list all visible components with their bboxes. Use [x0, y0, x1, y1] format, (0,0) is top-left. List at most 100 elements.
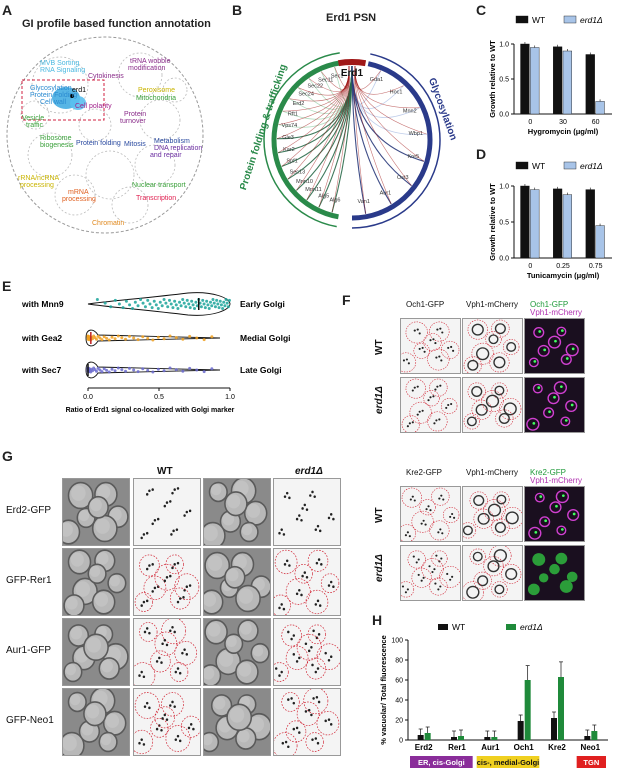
micrograph-cells — [140, 487, 192, 540]
micrograph-cells — [463, 319, 520, 373]
merge-header-gfp: Kre2-GFP — [530, 468, 567, 477]
panel-f-letter: F — [342, 292, 351, 308]
data-point — [150, 306, 154, 310]
cell-highlight — [238, 588, 254, 604]
cell-outline — [165, 725, 191, 752]
gfp-signal — [561, 494, 565, 498]
puncta — [298, 588, 301, 592]
bar — [551, 718, 557, 740]
data-point — [100, 370, 104, 374]
data-point — [156, 367, 160, 371]
puncta — [445, 406, 448, 409]
mcherry-image — [462, 318, 523, 374]
puncta — [300, 593, 303, 597]
cell-outline — [489, 352, 510, 373]
data-point — [102, 335, 106, 339]
cell-outline — [407, 550, 426, 569]
cell-outline — [483, 499, 506, 522]
cell-outline — [471, 342, 494, 365]
merge-header-gfp: Och1-GFP — [530, 300, 569, 309]
data-point — [136, 370, 140, 374]
vacuole — [494, 584, 505, 595]
puncta — [441, 331, 444, 334]
cell-outline — [419, 499, 436, 516]
micrograph-cells — [204, 619, 270, 685]
puncta — [165, 575, 169, 579]
bar — [558, 677, 564, 740]
y-tick-label: 1.0 — [499, 184, 509, 191]
micrograph-cells — [401, 487, 460, 541]
puncta — [287, 630, 290, 634]
cell-outline — [491, 581, 508, 598]
puncta — [317, 633, 321, 636]
data-point — [212, 301, 216, 305]
puncta — [176, 487, 180, 490]
row-label: GFP-Rer1 — [6, 575, 52, 586]
micrograph-cells — [134, 554, 200, 612]
x-tick-label: Kre2 — [548, 743, 566, 752]
data-point — [91, 337, 95, 341]
data-point — [202, 370, 206, 374]
puncta — [145, 701, 149, 705]
cell-outline — [154, 706, 176, 729]
merge-header-mcherry: Vph1-mCherry — [530, 476, 583, 485]
puncta — [324, 719, 327, 723]
data-point — [113, 369, 117, 373]
vacuole — [493, 356, 506, 369]
row-label: Aur1-GFP — [6, 645, 52, 656]
puncta — [332, 517, 335, 521]
data-point — [202, 302, 206, 306]
panel-f-micrographs: Och1-GFP Vph1-mCherry Och1-GFP Vph1-mCherry… — [370, 300, 617, 610]
puncta — [160, 661, 163, 664]
puncta — [309, 494, 312, 497]
puncta — [140, 670, 143, 674]
cluster-label: tRNA wobble — [130, 58, 171, 65]
vacuole-green — [555, 552, 568, 565]
puncta — [188, 509, 192, 513]
bar — [585, 54, 595, 115]
data-point — [216, 302, 220, 306]
data-point — [151, 370, 155, 374]
data-point — [146, 298, 150, 302]
data-point — [226, 305, 230, 309]
puncta — [438, 497, 441, 500]
cell-outline — [134, 662, 156, 685]
puncta — [424, 523, 427, 526]
cell-outline — [495, 409, 514, 428]
cell-highlight — [70, 552, 84, 567]
y-tick-label: 0.5 — [499, 77, 509, 84]
dic-image-wt — [62, 688, 130, 756]
merge-image — [524, 318, 585, 374]
cell-outline — [411, 567, 432, 588]
cluster-outline — [85, 150, 135, 200]
cluster-outline — [139, 99, 181, 141]
cell-outline — [491, 518, 510, 537]
cluster-label: mRNA — [68, 189, 89, 196]
chord — [354, 65, 366, 214]
data-point — [148, 302, 152, 306]
data-point — [120, 368, 124, 372]
gfp-signal — [572, 512, 576, 516]
puncta — [307, 649, 311, 653]
puncta — [165, 718, 169, 721]
puncta — [285, 491, 289, 495]
puncta — [453, 516, 456, 519]
data-point — [158, 300, 162, 304]
vacuole — [494, 385, 505, 396]
cell-outline — [180, 715, 200, 738]
bar — [530, 47, 540, 115]
cell-outline — [296, 633, 322, 661]
gene-label: Sec24 — [298, 91, 314, 97]
data-point — [139, 298, 143, 301]
cell-outline — [169, 662, 189, 682]
puncta — [170, 533, 173, 536]
cell-outline — [409, 401, 432, 424]
x-tick-label: 0.75 — [589, 263, 603, 270]
cell-outline — [421, 558, 444, 581]
vacuole-magenta — [526, 417, 540, 431]
puncta — [316, 524, 320, 528]
cell-outline — [405, 378, 426, 399]
puncta — [313, 495, 316, 498]
cell-highlight — [95, 518, 110, 534]
cell-outline — [320, 573, 340, 593]
